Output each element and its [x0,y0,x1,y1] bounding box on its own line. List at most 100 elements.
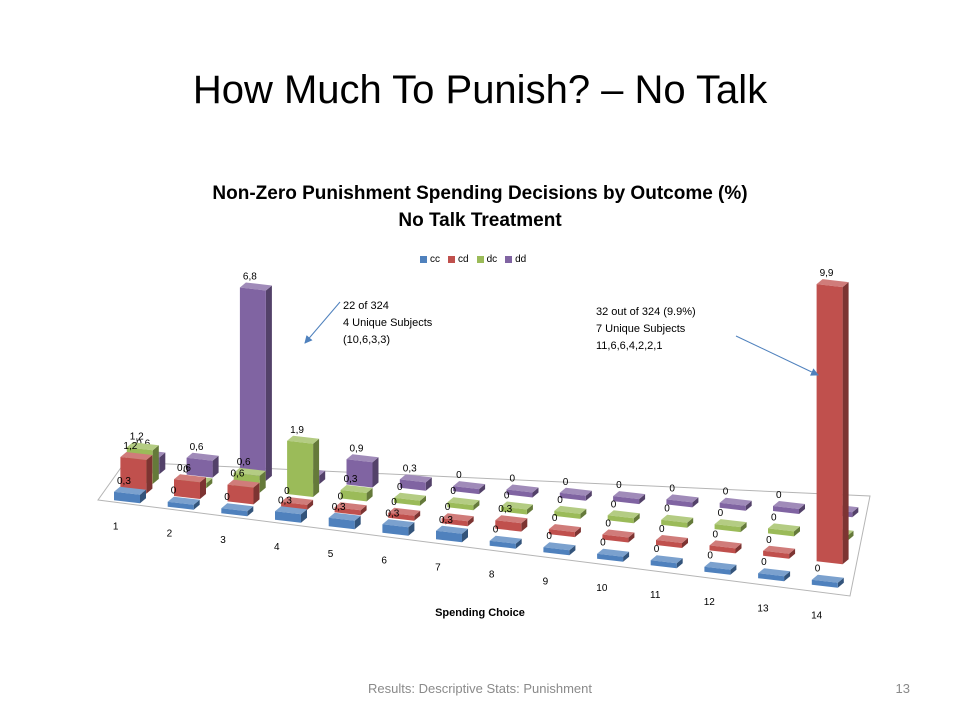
slide-footer: Results: Descriptive Stats: Punishment [368,681,592,696]
bar-side [639,494,646,505]
data-label-cc-14: 0 [815,564,821,575]
data-label-cc-7: 0,3 [439,515,453,526]
bar-cc-2 [167,496,200,510]
legend-item-dd: dd [505,254,526,265]
bar-top [597,548,630,557]
bar-side [462,528,468,543]
data-label-dc-3: 0,6 [237,457,251,468]
x-tick-label-12: 12 [704,597,716,608]
bar-side [479,484,486,495]
data-label-cc-11: 0 [654,544,660,555]
bar-front [328,517,355,530]
bar-front [114,491,140,504]
bar-dc-10 [607,510,640,524]
bar-dd-5 [346,454,379,488]
data-label-cc-13: 0 [761,557,767,568]
legend-swatch-dd [505,255,513,263]
data-label-cd-11: 0 [659,524,665,535]
data-label-dc-6: 0 [397,482,403,493]
bar-top [811,574,844,583]
bar-top [613,491,646,500]
bar-top [768,523,800,532]
bar-top [275,506,307,515]
bar-front [548,529,575,538]
chart-floor [97,461,871,597]
bar-top [763,545,796,554]
data-label-dc-4: 1,9 [290,425,304,436]
data-label-dd-5: 0,9 [350,443,364,454]
bar-top [334,502,367,511]
bar-front [281,501,308,510]
bar-dd-11 [666,494,699,508]
bar-front [768,528,794,537]
bar-side [585,490,592,501]
data-label-cd-9: 0 [552,513,558,524]
bar-dc-9 [554,505,587,519]
annotation-arrow-left [304,301,341,344]
bar-dd-12 [719,497,752,511]
bar-cd-8 [495,515,528,532]
x-tick-label-13: 13 [757,604,769,615]
bar-side [852,507,859,518]
bar-side [676,558,683,569]
data-label-cc-2: 0 [171,486,177,497]
bar-top [816,279,849,288]
legend-item-cd: cd [448,254,469,265]
bar-cd-2 [174,474,206,499]
bar-side [307,499,314,510]
bar-front [495,520,522,532]
bar-front [239,287,266,481]
bar-side [847,530,854,541]
legend-label-dc: dc [486,253,498,265]
bar-cd-1 [120,452,153,494]
bar-cd-13 [763,545,796,559]
bar-side [633,513,640,524]
bar-front [543,547,570,556]
bar-front [559,492,586,501]
bar-dc-7 [447,497,480,511]
bar-side [259,470,266,493]
data-label-cd-12: 0 [713,529,719,540]
bar-top [436,525,468,534]
bar-side [473,500,480,511]
bar-top [382,519,415,528]
data-label-cc-4: 0,3 [278,495,292,506]
legend-swatch-cc [420,255,427,263]
data-label-cc-10: 0 [600,538,606,549]
data-label-dc-1: 1,2 [130,431,144,442]
bar-cc-6 [382,519,415,536]
data-label-cd-4: 0 [284,486,290,497]
bar-top [221,503,254,512]
x-tick-label-2: 2 [167,528,173,539]
data-label-dc-10: 0 [611,499,617,510]
bar-front [607,515,634,524]
bar-cc-7 [436,525,468,543]
data-label-dc-11: 0 [664,504,670,515]
data-label-dd-10: 0 [616,480,622,491]
bar-top [758,568,791,577]
bar-side [206,478,213,489]
bar-side [467,516,474,527]
bar-cc-10 [597,548,630,562]
bar-side [730,564,737,575]
bar-top [126,442,159,451]
annotation-right-line1: 32 out of 324 (9.9%) [596,306,696,318]
data-label-dd-12: 0 [723,487,729,498]
bar-top [709,540,742,549]
bar-top [656,535,688,543]
data-label-dc-12: 0 [718,508,724,519]
bar-side [687,517,694,528]
data-label-dc-5: 0,3 [344,474,358,485]
data-label-cc-6: 0,3 [385,508,399,519]
legend-swatch-dc [476,255,484,263]
x-tick-label-8: 8 [489,569,495,580]
bar-top [666,494,699,503]
bar-front [174,479,200,499]
bar-top [120,452,153,460]
bar-cc-12 [704,561,737,575]
legend-item-cc: cc [420,254,440,265]
bar-side [682,538,688,548]
bar-top [114,486,146,495]
x-tick-label-7: 7 [435,563,441,574]
